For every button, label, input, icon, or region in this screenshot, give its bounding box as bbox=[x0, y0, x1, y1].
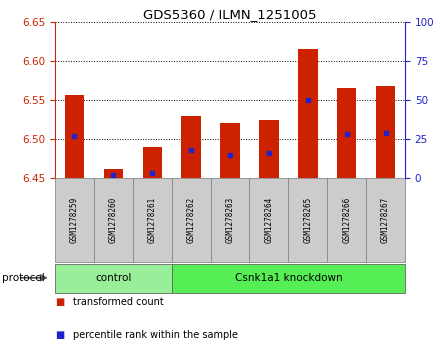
Bar bbox=[143, 147, 162, 178]
Bar bbox=[298, 49, 318, 178]
Text: GSM1278267: GSM1278267 bbox=[381, 197, 390, 243]
Bar bbox=[172, 264, 405, 293]
Bar bbox=[327, 178, 366, 262]
Bar bbox=[55, 178, 94, 262]
Text: ■: ■ bbox=[55, 330, 64, 340]
Text: GSM1278264: GSM1278264 bbox=[264, 197, 273, 243]
Bar bbox=[55, 264, 172, 293]
Bar bbox=[288, 178, 327, 262]
Text: protocol: protocol bbox=[2, 273, 45, 283]
Text: transformed count: transformed count bbox=[73, 297, 163, 307]
Text: GSM1278261: GSM1278261 bbox=[148, 197, 157, 243]
Bar bbox=[211, 178, 249, 262]
Title: GDS5360 / ILMN_1251005: GDS5360 / ILMN_1251005 bbox=[143, 8, 317, 21]
Bar bbox=[65, 95, 84, 178]
Text: Csnk1a1 knockdown: Csnk1a1 knockdown bbox=[235, 273, 342, 283]
Text: GSM1278266: GSM1278266 bbox=[342, 197, 351, 243]
Bar bbox=[103, 169, 123, 178]
Text: ■: ■ bbox=[55, 297, 64, 307]
Text: GSM1278262: GSM1278262 bbox=[187, 197, 196, 243]
Bar bbox=[220, 123, 240, 178]
Bar bbox=[181, 115, 201, 178]
Bar bbox=[366, 178, 405, 262]
Text: GSM1278259: GSM1278259 bbox=[70, 197, 79, 243]
Text: percentile rank within the sample: percentile rank within the sample bbox=[73, 330, 238, 340]
Bar bbox=[259, 120, 279, 178]
Bar bbox=[133, 178, 172, 262]
Text: control: control bbox=[95, 273, 132, 283]
Bar bbox=[94, 178, 133, 262]
Text: GSM1278263: GSM1278263 bbox=[226, 197, 235, 243]
Bar bbox=[249, 178, 288, 262]
Bar bbox=[172, 178, 211, 262]
Text: GSM1278265: GSM1278265 bbox=[303, 197, 312, 243]
Bar bbox=[337, 88, 356, 178]
Text: GSM1278260: GSM1278260 bbox=[109, 197, 118, 243]
Bar bbox=[376, 86, 395, 178]
